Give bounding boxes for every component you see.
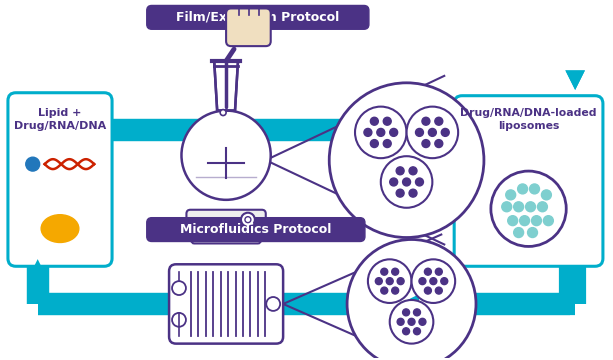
Text: Film/Extrusion Protocol: Film/Extrusion Protocol [176, 11, 340, 24]
Circle shape [266, 297, 280, 311]
Polygon shape [214, 61, 238, 111]
Circle shape [406, 107, 458, 158]
Circle shape [397, 318, 404, 325]
Circle shape [430, 278, 437, 285]
Circle shape [441, 129, 449, 136]
Circle shape [414, 309, 421, 316]
Circle shape [245, 217, 251, 222]
Circle shape [403, 328, 409, 335]
Circle shape [381, 287, 388, 294]
Circle shape [355, 107, 406, 158]
Circle shape [435, 117, 443, 125]
FancyBboxPatch shape [226, 8, 271, 46]
Circle shape [502, 202, 512, 212]
Circle shape [409, 167, 417, 175]
Text: Drug/RNA/DNA-loaded
liposomes: Drug/RNA/DNA-loaded liposomes [460, 108, 597, 131]
Circle shape [422, 140, 430, 148]
Circle shape [377, 129, 385, 136]
Circle shape [375, 278, 383, 285]
Circle shape [329, 83, 484, 238]
Circle shape [381, 268, 388, 275]
Circle shape [396, 167, 404, 175]
FancyBboxPatch shape [147, 218, 365, 242]
Circle shape [383, 117, 391, 125]
Circle shape [435, 287, 442, 294]
Circle shape [368, 259, 411, 303]
Circle shape [181, 111, 271, 200]
Circle shape [416, 178, 424, 186]
Ellipse shape [41, 215, 79, 243]
Circle shape [528, 228, 538, 238]
FancyBboxPatch shape [191, 229, 261, 243]
Circle shape [370, 140, 378, 148]
Circle shape [544, 216, 554, 226]
Circle shape [414, 328, 421, 335]
FancyBboxPatch shape [454, 96, 603, 266]
Circle shape [517, 184, 528, 194]
Circle shape [26, 157, 40, 171]
Circle shape [396, 189, 404, 197]
Circle shape [422, 117, 430, 125]
Circle shape [416, 129, 424, 136]
Circle shape [392, 287, 398, 294]
Circle shape [424, 268, 432, 275]
Circle shape [347, 239, 476, 360]
FancyBboxPatch shape [147, 5, 369, 29]
Circle shape [538, 202, 547, 212]
Circle shape [525, 202, 536, 212]
FancyBboxPatch shape [169, 264, 283, 344]
Circle shape [428, 129, 436, 136]
Circle shape [541, 190, 551, 200]
Circle shape [403, 309, 409, 316]
Circle shape [241, 213, 255, 226]
Circle shape [514, 228, 524, 238]
Circle shape [506, 190, 516, 200]
Circle shape [381, 156, 432, 208]
Circle shape [441, 278, 447, 285]
Circle shape [419, 278, 426, 285]
Circle shape [390, 300, 433, 344]
Circle shape [435, 268, 442, 275]
Circle shape [364, 129, 372, 136]
Circle shape [424, 287, 432, 294]
Circle shape [435, 140, 443, 148]
Circle shape [386, 278, 393, 285]
Circle shape [491, 171, 566, 247]
Circle shape [172, 313, 186, 327]
Circle shape [408, 318, 415, 325]
Text: Microfluidics Protocol: Microfluidics Protocol [180, 223, 332, 236]
FancyBboxPatch shape [186, 210, 266, 230]
Circle shape [383, 140, 391, 148]
Circle shape [409, 189, 417, 197]
Circle shape [514, 202, 524, 212]
Circle shape [370, 117, 378, 125]
Circle shape [392, 268, 398, 275]
Circle shape [390, 129, 398, 136]
Circle shape [220, 109, 226, 116]
Circle shape [403, 178, 411, 186]
Circle shape [419, 318, 426, 325]
Circle shape [390, 178, 398, 186]
Circle shape [530, 184, 539, 194]
FancyBboxPatch shape [8, 93, 112, 266]
Circle shape [508, 216, 517, 226]
Circle shape [172, 281, 186, 295]
Circle shape [411, 259, 455, 303]
Text: Lipid +
Drug/RNA/DNA: Lipid + Drug/RNA/DNA [14, 108, 106, 131]
Circle shape [397, 278, 404, 285]
Circle shape [520, 216, 530, 226]
Circle shape [531, 216, 541, 226]
